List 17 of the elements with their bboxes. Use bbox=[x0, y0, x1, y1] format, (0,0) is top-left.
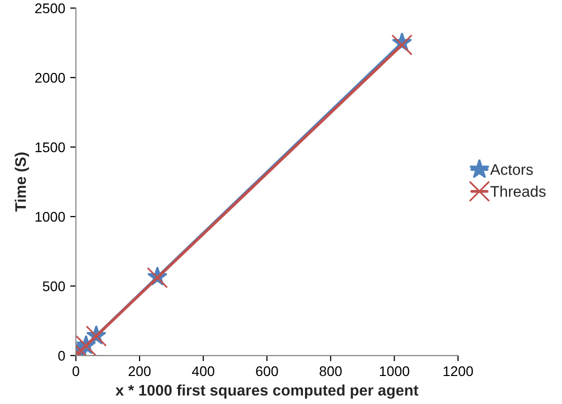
x-axis-title: x * 1000 first squares computed per agent bbox=[116, 384, 418, 399]
y-tick-label: 2000 bbox=[35, 72, 65, 83]
y-tick-label: 1500 bbox=[36, 142, 65, 152]
y-axis-title: Time (S) bbox=[14, 152, 30, 212]
x-tick-label: 600 bbox=[256, 366, 278, 376]
x-tick-label: 200 bbox=[128, 366, 151, 376]
x-tick-label: 1200 bbox=[444, 366, 473, 376]
x-tick-label: 400 bbox=[192, 366, 214, 376]
y-tick-label: 500 bbox=[42, 281, 65, 292]
legend-label: Threads bbox=[490, 186, 546, 197]
y-tick-label: 1000 bbox=[36, 212, 65, 222]
legend-label: Actors bbox=[490, 164, 533, 175]
y-tick-label: 0 bbox=[58, 350, 65, 361]
x-tick-label: 800 bbox=[320, 366, 342, 376]
y-tick-label: 2500 bbox=[35, 3, 65, 14]
x-tick-label: 0 bbox=[72, 366, 80, 376]
x-tick-label: 1000 bbox=[380, 366, 410, 376]
